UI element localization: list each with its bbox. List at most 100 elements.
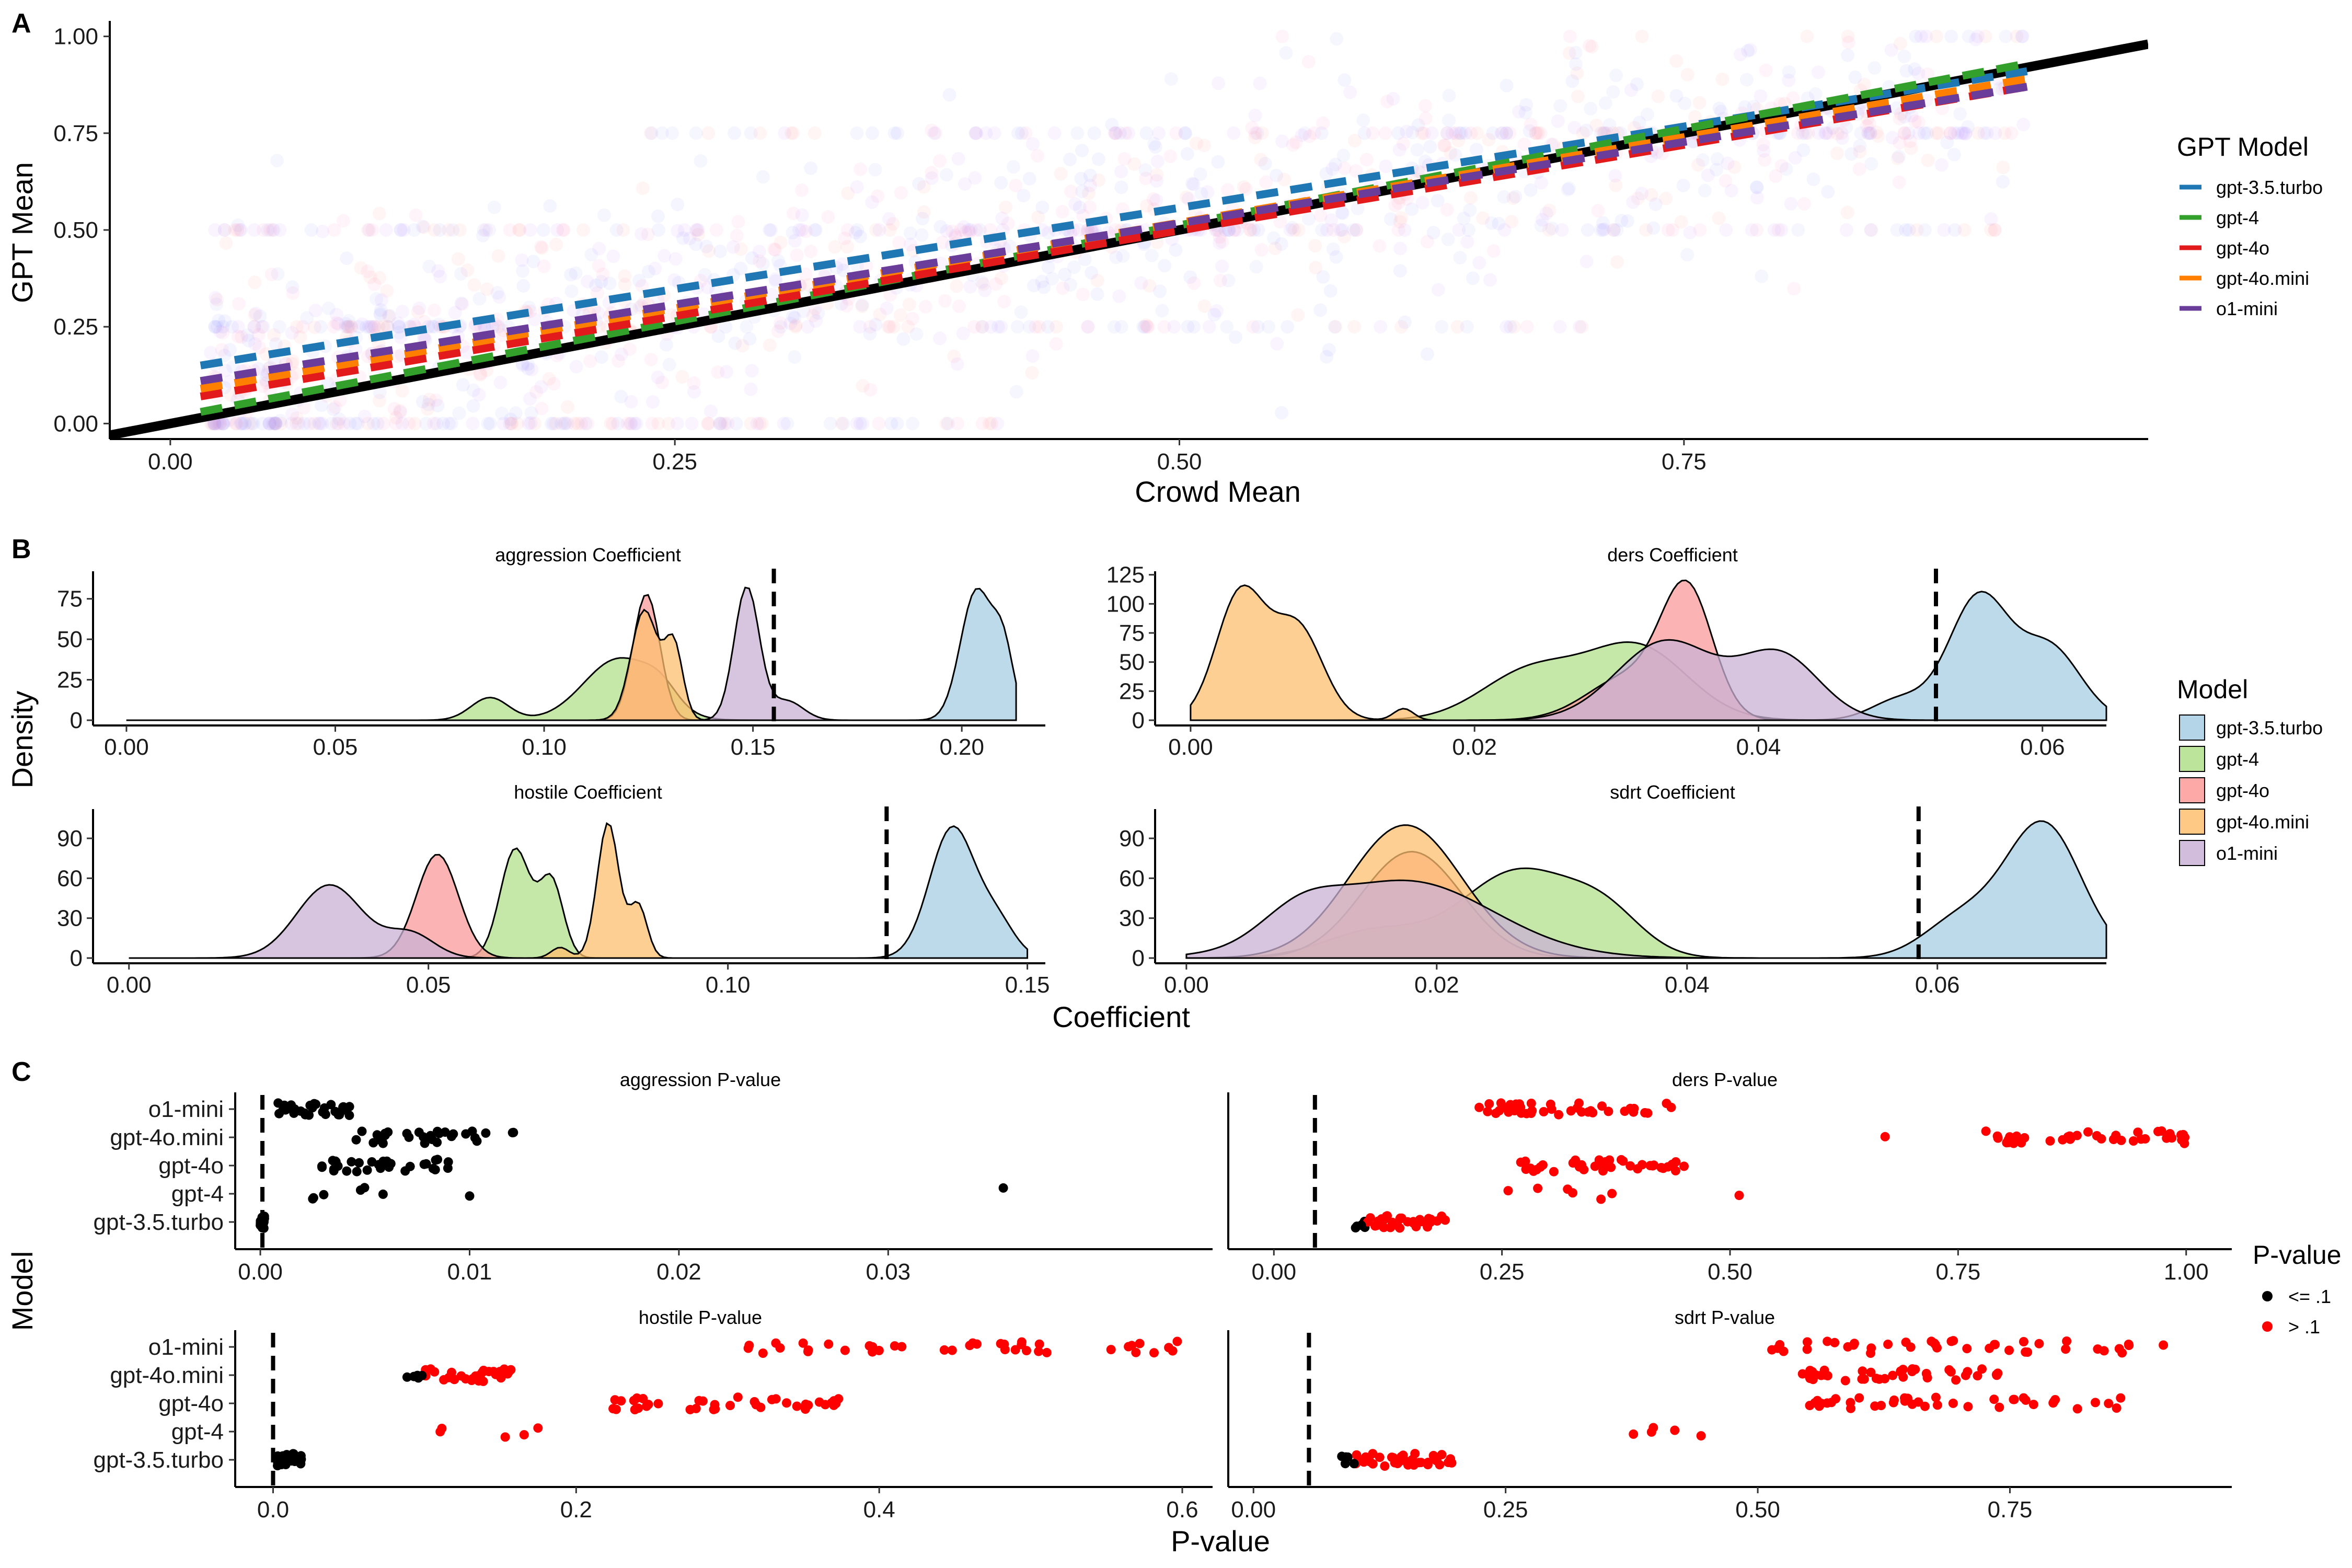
scatter-point <box>504 412 517 426</box>
scatter-point <box>940 168 953 182</box>
scatter-point <box>1503 126 1517 140</box>
scatter-point <box>1244 223 1258 237</box>
facet-x-tick-label: 0.4 <box>863 1497 895 1523</box>
scatter-point <box>1227 126 1241 140</box>
scatter-point <box>1025 137 1040 151</box>
scatter-point <box>264 268 279 281</box>
scatter-point <box>999 200 1013 214</box>
scatter-point <box>1930 29 1944 43</box>
scatter-point <box>1227 223 1241 237</box>
facet-x-tick-label: 0.05 <box>313 734 358 760</box>
scatter-point <box>1398 315 1412 329</box>
scatter-point <box>581 274 595 289</box>
pvalue-point <box>1849 1340 1859 1350</box>
scatter-point <box>1808 87 1823 101</box>
scatter-point <box>1464 126 1478 140</box>
scatter-point <box>427 320 441 334</box>
panel-a-x-tick-label: 0.50 <box>1157 449 1202 475</box>
pvalue-point <box>2034 1339 2044 1348</box>
scatter-point <box>1220 320 1234 334</box>
scatter-point <box>711 365 725 379</box>
scatter-point <box>628 417 642 431</box>
pvalue-point <box>352 1167 362 1177</box>
legend-model-label: gpt-4o <box>2216 780 2269 801</box>
pvalue-point <box>328 1156 338 1166</box>
scatter-point <box>486 320 500 334</box>
scatter-point <box>1114 165 1128 179</box>
scatter-point <box>363 270 377 284</box>
scatter-point <box>584 248 598 262</box>
scatter-point <box>1889 101 1904 115</box>
scatter-point <box>1279 46 1293 60</box>
scatter-point <box>307 417 321 431</box>
scatter-point <box>245 417 259 431</box>
pvalue-point <box>1034 1346 1044 1356</box>
scatter-point <box>1500 320 1514 334</box>
scatter-point <box>370 292 384 306</box>
pvalue-point <box>430 1367 440 1377</box>
legend-model-label: gpt-3.5.turbo <box>2216 717 2323 739</box>
scatter-point <box>1337 229 1351 244</box>
scatter-point <box>1607 223 1621 237</box>
scatter-point <box>1253 76 1267 90</box>
pvalue-point <box>1554 1110 1564 1120</box>
scatter-point <box>745 364 759 378</box>
scatter-point <box>1791 126 1805 140</box>
pvalue-point <box>694 1396 704 1405</box>
scatter-point <box>1686 134 1700 148</box>
scatter-point <box>1470 126 1484 140</box>
scatter-point <box>218 363 233 377</box>
scatter-point <box>1943 126 1957 140</box>
scatter-point <box>611 417 625 431</box>
scatter-point <box>1335 205 1349 220</box>
scatter-point <box>1405 125 1419 140</box>
scatter-point <box>497 417 511 431</box>
scatter-point <box>1380 95 1394 109</box>
scatter-point <box>315 398 329 412</box>
scatter-point <box>1207 308 1221 322</box>
pvalue-point <box>2048 1398 2058 1408</box>
scatter-point <box>402 417 416 431</box>
facet-y-tick-label: 30 <box>57 906 83 931</box>
scatter-point <box>361 417 375 431</box>
scatter-point <box>1911 115 1926 129</box>
scatter-point <box>1187 276 1201 290</box>
scatter-point <box>1801 126 1815 140</box>
scatter-point <box>217 223 232 237</box>
scatter-point <box>978 283 992 297</box>
scatter-point <box>1190 136 1203 151</box>
scatter-point <box>1035 274 1049 289</box>
scatter-point <box>1709 163 1723 177</box>
pvalue-point <box>301 1110 310 1120</box>
scatter-point <box>210 417 224 431</box>
scatter-point <box>1567 121 1582 135</box>
panel-a-y-axis-title: GPT Mean <box>6 162 39 303</box>
scatter-point <box>1073 200 1087 214</box>
pvalue-point <box>1583 1107 1593 1117</box>
scatter-point <box>1721 156 1735 170</box>
scatter-point <box>1298 126 1312 140</box>
scatter-point <box>1996 160 2010 175</box>
pvalue-point <box>1820 1370 1830 1380</box>
scatter-point <box>1539 206 1553 221</box>
scatter-point <box>1712 211 1726 225</box>
scatter-point <box>1840 205 1854 220</box>
scatter-point <box>395 384 409 398</box>
scatter-point <box>1666 223 1679 237</box>
scatter-point <box>374 293 388 307</box>
scatter-point <box>1956 126 1970 140</box>
scatter-point <box>426 417 441 431</box>
scatter-point <box>690 223 704 237</box>
scatter-point <box>341 320 354 334</box>
scatter-point <box>1608 169 1622 183</box>
scatter-point <box>1596 216 1610 230</box>
pvalue-point <box>1515 1099 1525 1109</box>
scatter-point <box>525 363 539 377</box>
scatter-point <box>1715 72 1730 86</box>
scatter-point <box>1573 320 1587 334</box>
pvalue-point <box>1666 1102 1676 1112</box>
scatter-point <box>1035 200 1050 214</box>
scatter-point <box>788 311 802 325</box>
pvalue-point <box>2096 1134 2106 1144</box>
facet-y-tick-label: 75 <box>1119 620 1145 646</box>
